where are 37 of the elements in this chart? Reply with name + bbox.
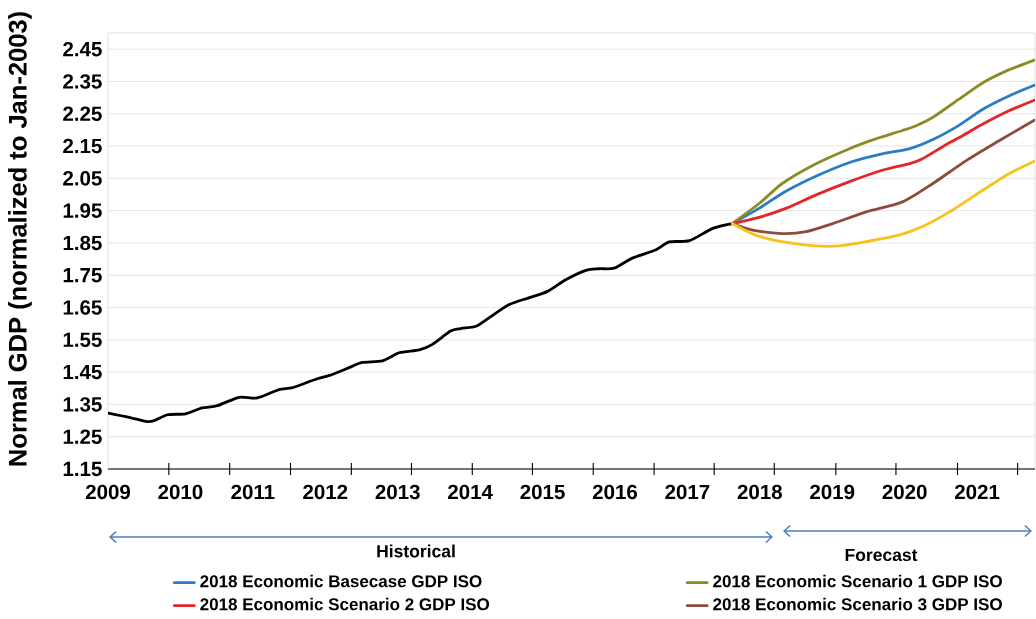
x-tick-label: 2017 — [665, 484, 710, 500]
y-tick-label: 2.45 — [63, 41, 102, 57]
y-tick-label: 1.15 — [63, 461, 102, 477]
y-tick-label: 1.25 — [63, 429, 102, 444]
x-tick-label: 2019 — [810, 484, 855, 500]
x-tick-label: 2010 — [158, 484, 203, 500]
y-tick-label: 1.95 — [63, 203, 102, 218]
y-tick-label: 2.05 — [63, 171, 102, 186]
x-tick-label: 2018 — [737, 484, 782, 500]
y-tick-label: 1.85 — [63, 235, 102, 251]
x-tick-label: 2016 — [592, 484, 638, 500]
legend-label: 2018 Economic Scenario 3 GDP ISO — [713, 597, 1002, 611]
y-tick-label: 2.35 — [63, 74, 102, 89]
x-tick-label: 2020 — [882, 484, 927, 500]
legend-label: 2018 Economic Scenario 1 GDP ISO — [713, 574, 1002, 588]
legend-label: 2018 Economic Basecase GDP ISO — [200, 574, 482, 588]
x-tick-label: 2021 — [954, 484, 1000, 500]
x-tick-label: 2011 — [231, 484, 275, 500]
y-tick-label: 1.75 — [63, 268, 102, 283]
line-series — [730, 118, 1036, 235]
x-tick-label: 2012 — [303, 484, 348, 500]
text: Forecast — [845, 548, 918, 562]
x-tick-label: 2015 — [520, 484, 565, 500]
y-tick-label: 1.35 — [63, 397, 102, 412]
line-series — [730, 159, 1036, 248]
x-tick-label: 2014 — [448, 484, 493, 500]
y-tick-label: 2.25 — [63, 106, 102, 121]
line-series — [108, 222, 734, 424]
x-tick-label: 2013 — [375, 484, 420, 500]
y-tick-label: 1.55 — [63, 332, 102, 347]
y-tick-label: 2.15 — [63, 138, 102, 154]
x-tick-label: 2009 — [85, 484, 131, 500]
legend-label: 2018 Economic Scenario 2 GDP ISO — [200, 597, 490, 611]
y-axis-title: Normal GDP (normalized to Jan-2003) — [8, 12, 32, 466]
text: Historical — [377, 544, 455, 558]
y-tick-label: 1.45 — [63, 364, 102, 380]
y-tick-label: 1.65 — [63, 300, 102, 315]
